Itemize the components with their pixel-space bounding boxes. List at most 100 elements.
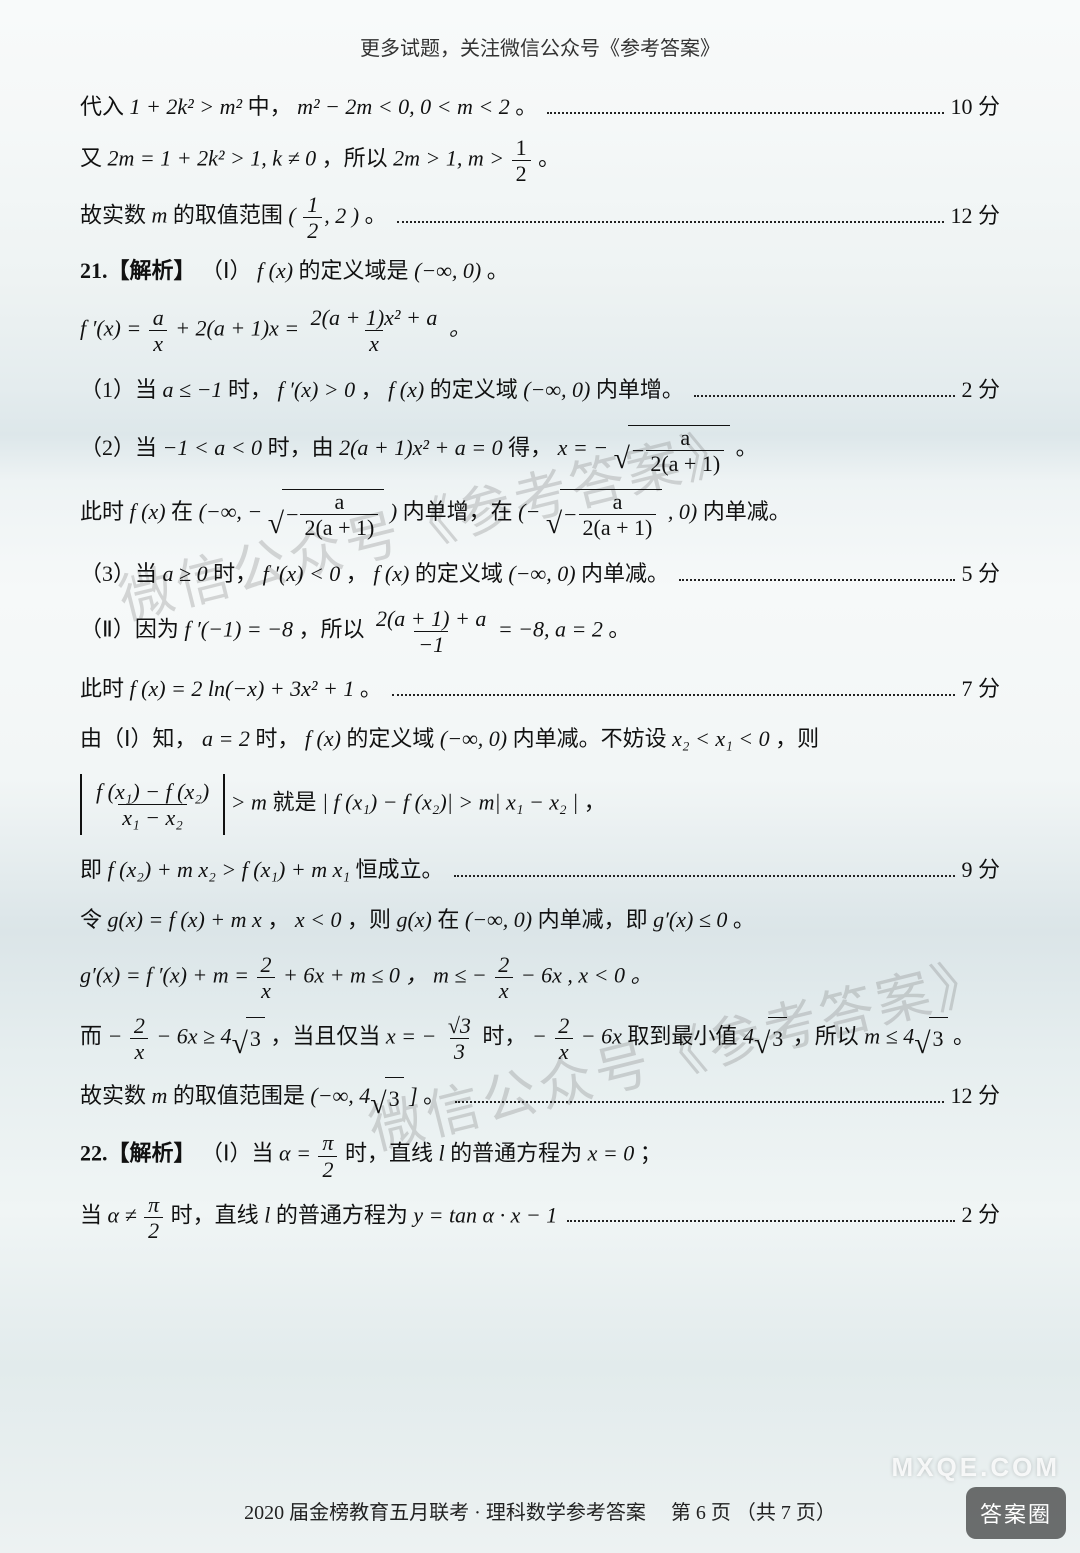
t: ， — [346, 561, 374, 586]
t: （1）当 — [80, 377, 163, 402]
den: 2 — [318, 1156, 337, 1181]
t: 时，直线 — [171, 1202, 265, 1227]
den: 2 — [512, 160, 531, 185]
m: f (x) = 2 ln(−x) + 3x² + 1 — [130, 676, 355, 701]
t: （Ⅰ） — [201, 258, 257, 283]
num: a — [609, 490, 627, 514]
den: x₁ − x₂ — [118, 804, 187, 829]
m: m — [152, 203, 168, 228]
t: 。 — [487, 258, 509, 283]
num: a — [331, 490, 349, 514]
t: 时，由 — [268, 435, 340, 460]
page-body: 更多试题，关注微信公众号《参考答案》 代入 1 + 2k² > m² 中， m²… — [80, 30, 1000, 1250]
t: 时，直线 — [345, 1141, 439, 1166]
leader-dots — [392, 679, 956, 697]
t: 。 — [365, 203, 387, 228]
t: （2）当 — [80, 435, 163, 460]
t: 中， — [248, 94, 298, 119]
m: x = − — [386, 1024, 436, 1049]
t: ，所以 — [298, 617, 370, 642]
line-12: 由（Ⅰ）知， a = 2 时， f (x) 的定义域 (−∞, 0) 内单减。不… — [80, 718, 1000, 760]
t: 内单增。 — [596, 377, 684, 402]
t: 内单减。 — [581, 561, 669, 586]
m: , 0) — [668, 499, 697, 524]
t: 内单减。 — [703, 499, 791, 524]
line-1: 代入 1 + 2k² > m² 中， m² − 2m < 0, 0 < m < … — [80, 86, 1000, 128]
t: ； — [640, 1141, 662, 1166]
m: (−∞, 0) — [465, 907, 532, 932]
m: a = 2 — [202, 726, 250, 751]
m: (−∞, 0) — [508, 561, 575, 586]
m: > m — [231, 790, 267, 815]
den: x — [130, 1038, 148, 1063]
den: 2 — [303, 217, 322, 242]
m: x = 0 — [588, 1141, 635, 1166]
leader-dots — [397, 205, 945, 223]
m: − 6x ≥ 4 — [156, 1024, 231, 1049]
t: ，当且仅当 — [270, 1024, 386, 1049]
points: 9 分 — [961, 849, 1000, 891]
leader-dots — [679, 564, 955, 582]
t: 。 — [608, 617, 630, 642]
t: 的普通方程为 — [276, 1202, 414, 1227]
line-18: 故实数 m 的取值范围是 (−∞, 4√3 ] 。 12 分 — [80, 1075, 1000, 1119]
t: 内单增，在 — [403, 499, 519, 524]
t: 又 — [80, 145, 108, 170]
m: + 2(a + 1)x = — [175, 316, 304, 341]
line-9: （3）当 a ≥ 0 时， f ′(x) < 0 ， f (x) 的定义域 (−… — [80, 553, 1000, 595]
line-15: 令 g(x) = f (x) + m x ， x < 0 ，则 g(x) 在 (… — [80, 899, 1000, 941]
line-10: （Ⅱ）因为 f ′(−1) = −8 ，所以 2(a + 1) + a−1 = … — [80, 607, 1000, 656]
m: l — [438, 1141, 444, 1166]
t: ， — [405, 962, 433, 987]
line-7: （2）当 −1 < a < 0 时，由 2(a + 1)x² + a = 0 得… — [80, 425, 1000, 475]
t: 恒成立。 — [356, 857, 444, 882]
line-5: f ′(x) = ax + 2(a + 1)x = 2(a + 1)x² + a… — [80, 306, 1000, 355]
t: ， — [584, 790, 606, 815]
points: 12 分 — [950, 1075, 1000, 1117]
num: 2(a + 1)x² + a — [307, 306, 442, 330]
m: | f (x₁) − f (x₂)| > m| x₁ − x₂ | — [322, 790, 578, 815]
t: 时， — [482, 1024, 532, 1049]
m: g(x) — [396, 907, 431, 932]
m: f (x) — [388, 377, 424, 402]
t: （Ⅰ）当 — [201, 1141, 279, 1166]
line-2: 又 2m = 1 + 2k² > 1, k ≠ 0 ，所以 2m > 1, m … — [80, 136, 1000, 185]
sqrt: √−a2(a + 1) — [268, 489, 385, 539]
t: 就是 — [272, 790, 322, 815]
points: 12 分 — [950, 195, 1000, 237]
corner-badge: 答案圈 — [966, 1487, 1066, 1539]
m: y = tan α · x − 1 — [413, 1202, 557, 1227]
m: = −8, a = 2 — [498, 617, 603, 642]
t: ，所以 — [793, 1024, 865, 1049]
leader-dots — [547, 96, 944, 114]
m: 2m = 1 + 2k² > 1, k ≠ 0 — [108, 145, 317, 170]
m: f (x) — [305, 726, 341, 751]
m: 2m > 1, m > — [393, 145, 509, 170]
t: 故实数 — [80, 203, 152, 228]
t: 而 — [80, 1024, 108, 1049]
m: − — [532, 1024, 547, 1049]
q22-label: 22.【解析】 — [80, 1141, 196, 1166]
site-watermark: MXQE.COM — [892, 1452, 1060, 1483]
q21-label: 21.【解析】 — [80, 258, 196, 283]
line-14: 即 f (x₂) + m x₂ > f (x₁) + m x₁ 恒成立。 9 分 — [80, 849, 1000, 891]
leader-dots — [694, 380, 956, 398]
m: a ≥ 0 — [163, 561, 208, 586]
m: f ′(x) = — [80, 316, 147, 341]
t: 时， — [228, 377, 278, 402]
den: x — [257, 977, 275, 1002]
page-header: 更多试题，关注微信公众号《参考答案》 — [80, 30, 1000, 68]
line-4: 21.【解析】 （Ⅰ） f (x) 的定义域是 (−∞, 0) 。 — [80, 250, 1000, 292]
t: 令 — [80, 907, 108, 932]
num: a — [149, 306, 168, 330]
abs: f (x₁) − f (x₂)x₁ − x₂ — [80, 774, 225, 835]
den: 2(a + 1) — [646, 450, 724, 475]
m: f (x₂) + m x₂ > f (x₁) + m x₁ — [108, 857, 351, 882]
m: g(x) = f (x) + m x — [108, 907, 262, 932]
footer-mid: 第 6 页 — [671, 1502, 731, 1524]
m: (−∞, 0) — [414, 258, 481, 283]
t: 的定义域是 — [299, 258, 415, 283]
m: − 6x , x < 0 — [521, 962, 625, 987]
line-13: f (x₁) − f (x₂)x₁ − x₂ > m 就是 | f (x₁) −… — [80, 774, 1000, 835]
m: f (x) — [130, 499, 166, 524]
